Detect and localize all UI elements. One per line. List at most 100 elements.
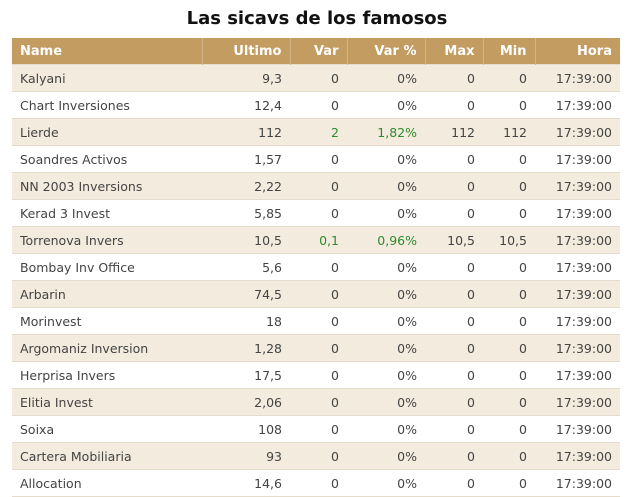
- table-row: Torrenova Invers 10,5 0,1 0,96% 10,5 10,5 17:3…: [12, 226, 620, 254]
- cell-var: 0,1: [290, 226, 347, 254]
- cell-hora: 17:39:00: [535, 334, 620, 362]
- cell-var-pct: 0,96%: [347, 226, 425, 254]
- cell-min: 0: [483, 280, 535, 308]
- cell-max: 0: [425, 442, 483, 470]
- cell-max: 0: [425, 334, 483, 362]
- table-row: Kalyani 9,3 0 0% 0 0 17:39:00: [12, 64, 620, 92]
- cell-min: 0: [483, 361, 535, 389]
- cell-name: Argomaniz Inversion: [12, 334, 202, 362]
- col-header-ultimo[interactable]: Ultimo: [202, 38, 291, 65]
- cell-var: 0: [290, 361, 347, 389]
- table-row: Allocation 14,6 0 0% 0 0 17:39:00: [12, 469, 620, 497]
- cell-ultimo: 74,5: [202, 280, 290, 308]
- cell-max: 0: [425, 469, 483, 497]
- cell-var: 0: [290, 415, 347, 443]
- table-header: Name Ultimo Var Var % Max Min Hora: [12, 38, 620, 65]
- cell-hora: 17:39:00: [535, 307, 620, 335]
- cell-min: 112: [483, 118, 535, 146]
- cell-var-pct: 0%: [347, 361, 425, 389]
- cell-var-pct: 0%: [347, 253, 425, 281]
- cell-ultimo: 17,5: [202, 361, 290, 389]
- sicavs-table-container: Name Ultimo Var Var % Max Min Hora Kalya…: [12, 38, 620, 497]
- cell-var: 0: [290, 172, 347, 200]
- cell-name: Morinvest: [12, 307, 202, 335]
- cell-ultimo: 12,4: [202, 91, 290, 119]
- cell-var: 0: [290, 64, 347, 92]
- cell-var-pct: 0%: [347, 415, 425, 443]
- cell-var-pct: 1,82%: [347, 118, 425, 146]
- header-row: Name Ultimo Var Var % Max Min Hora: [12, 38, 620, 65]
- cell-var-pct: 0%: [347, 145, 425, 173]
- sicavs-table: Name Ultimo Var Var % Max Min Hora Kalya…: [12, 38, 620, 497]
- col-header-var-pct[interactable]: Var %: [347, 38, 426, 65]
- cell-name: Kalyani: [12, 64, 202, 92]
- cell-min: 0: [483, 415, 535, 443]
- cell-var-pct: 0%: [347, 307, 425, 335]
- cell-min: 10,5: [483, 226, 535, 254]
- cell-min: 0: [483, 469, 535, 497]
- col-header-min[interactable]: Min: [483, 38, 536, 65]
- table-row: Herprisa Invers 17,5 0 0% 0 0 17:39:00: [12, 361, 620, 389]
- cell-max: 0: [425, 145, 483, 173]
- cell-var-pct: 0%: [347, 64, 425, 92]
- cell-hora: 17:39:00: [535, 91, 620, 119]
- cell-var-pct: 0%: [347, 199, 425, 227]
- table-row: NN 2003 Inversions 2,22 0 0% 0 0 17:39:00: [12, 172, 620, 200]
- table-body: Kalyani 9,3 0 0% 0 0 17:39:00 Chart Inversiones…: [12, 64, 620, 497]
- cell-min: 0: [483, 172, 535, 200]
- cell-name: NN 2003 Inversions: [12, 172, 202, 200]
- cell-hora: 17:39:00: [535, 442, 620, 470]
- table-row: Elitia Invest 2,06 0 0% 0 0 17:39:00: [12, 388, 620, 416]
- cell-var: 0: [290, 388, 347, 416]
- cell-hora: 17:39:00: [535, 118, 620, 146]
- cell-var: 0: [290, 199, 347, 227]
- table-row: Cartera Mobiliaria 93 0 0% 0 0 17:39:00: [12, 442, 620, 470]
- cell-ultimo: 18: [202, 307, 290, 335]
- cell-max: 0: [425, 361, 483, 389]
- cell-var: 0: [290, 469, 347, 497]
- cell-hora: 17:39:00: [535, 469, 620, 497]
- cell-name: Bombay Inv Office: [12, 253, 202, 281]
- cell-ultimo: 9,3: [202, 64, 290, 92]
- cell-var: 0: [290, 442, 347, 470]
- cell-var-pct: 0%: [347, 172, 425, 200]
- cell-min: 0: [483, 334, 535, 362]
- page-title: Las sicavs de los famosos: [186, 8, 448, 29]
- cell-max: 0: [425, 388, 483, 416]
- col-header-name[interactable]: Name: [12, 38, 203, 65]
- col-header-var[interactable]: Var: [290, 38, 348, 65]
- cell-ultimo: 93: [202, 442, 290, 470]
- table-row: Kerad 3 Invest 5,85 0 0% 0 0 17:39:00: [12, 199, 620, 227]
- cell-ultimo: 108: [202, 415, 290, 443]
- table-row: Soixa 108 0 0% 0 0 17:39:00: [12, 415, 620, 443]
- cell-name: Elitia Invest: [12, 388, 202, 416]
- table-row: Lierde 112 2 1,82% 112 112 17:39:00: [12, 118, 620, 146]
- cell-var: 2: [290, 118, 347, 146]
- cell-min: 0: [483, 388, 535, 416]
- cell-var: 0: [290, 253, 347, 281]
- cell-max: 0: [425, 415, 483, 443]
- cell-var-pct: 0%: [347, 442, 425, 470]
- col-header-max[interactable]: Max: [425, 38, 484, 65]
- cell-hora: 17:39:00: [535, 199, 620, 227]
- cell-name: Kerad 3 Invest: [12, 199, 202, 227]
- cell-ultimo: 14,6: [202, 469, 290, 497]
- cell-name: Chart Inversiones: [12, 91, 202, 119]
- cell-ultimo: 112: [202, 118, 290, 146]
- cell-name: Herprisa Invers: [12, 361, 202, 389]
- cell-max: 0: [425, 280, 483, 308]
- cell-name: Soixa: [12, 415, 202, 443]
- cell-var-pct: 0%: [347, 280, 425, 308]
- cell-max: 0: [425, 64, 483, 92]
- cell-var-pct: 0%: [347, 469, 425, 497]
- cell-name: Allocation: [12, 469, 202, 497]
- cell-var: 0: [290, 307, 347, 335]
- cell-max: 10,5: [425, 226, 483, 254]
- col-header-hora[interactable]: Hora: [535, 38, 620, 65]
- cell-min: 0: [483, 442, 535, 470]
- cell-var: 0: [290, 91, 347, 119]
- cell-ultimo: 10,5: [202, 226, 290, 254]
- cell-var: 0: [290, 334, 347, 362]
- cell-min: 0: [483, 145, 535, 173]
- table-row: Argomaniz Inversion 1,28 0 0% 0 0 17:39:00: [12, 334, 620, 362]
